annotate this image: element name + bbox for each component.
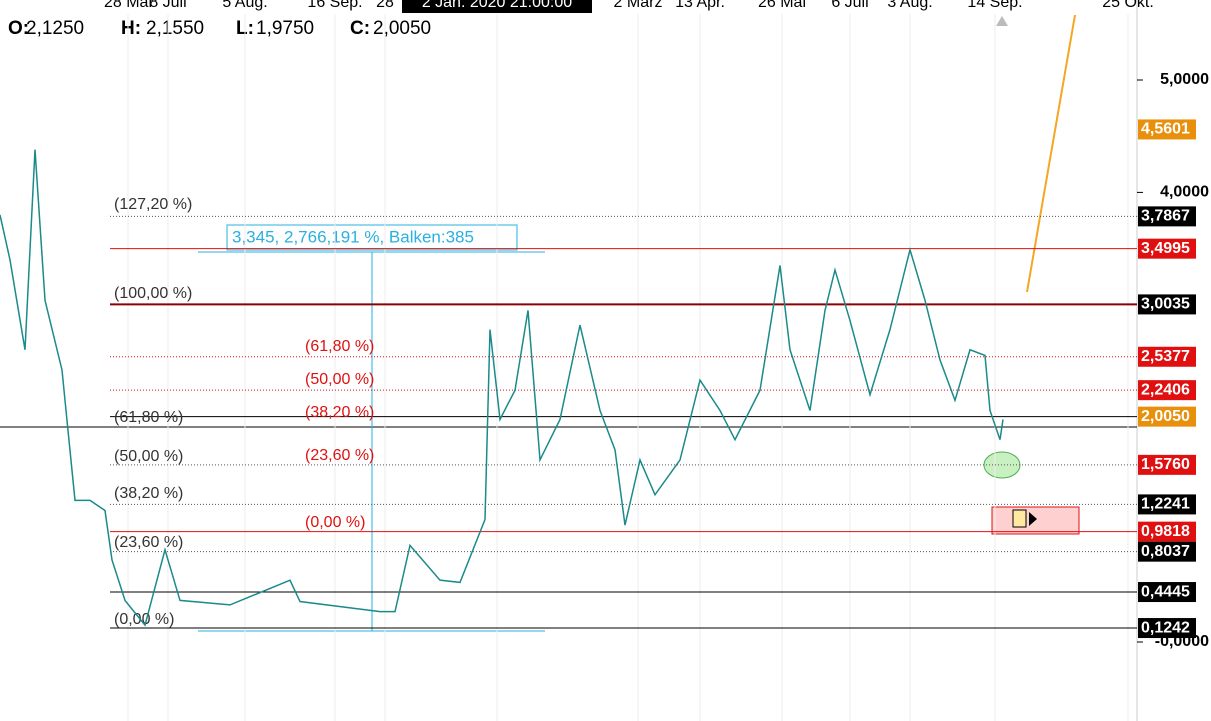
y-tick-label: 5,0000 <box>1160 71 1209 88</box>
fib-label-red: (50,00 %) <box>305 371 374 388</box>
date-label: 2 März <box>614 0 663 11</box>
fib-label: (23,60 %) <box>114 534 183 551</box>
date-label: 2 Jan. 2020 21:00:00 <box>422 0 572 11</box>
trend-line <box>1026 14 1076 293</box>
level-badge <box>1138 294 1196 315</box>
level-badge <box>1138 406 1196 427</box>
level-badge <box>1138 238 1196 259</box>
ohlc-text: C: <box>350 18 370 39</box>
date-label: 28 Mai <box>104 0 152 11</box>
level-badge <box>1138 380 1196 401</box>
ohlc-text: 2,1250 <box>26 18 84 39</box>
level-label: 2,0050 <box>1141 408 1190 425</box>
level-label: 0,9818 <box>1141 523 1190 540</box>
level-label: 1,2241 <box>1141 496 1190 513</box>
level-label: 3,4995 <box>1141 240 1190 257</box>
level-label: 2,5377 <box>1141 348 1190 365</box>
date-label: 26 Mai <box>758 0 806 11</box>
date-label: 25 Okt. <box>1102 0 1154 11</box>
fib-label-red: (38,20 %) <box>305 404 374 421</box>
fib-label-red: (23,60 %) <box>305 447 374 464</box>
fib-label: (38,20 %) <box>114 485 183 502</box>
level-badge <box>1138 541 1196 562</box>
fib-label: (50,00 %) <box>114 448 183 465</box>
level-badge <box>1138 582 1196 603</box>
alert-box[interactable] <box>991 506 1080 535</box>
level-badge <box>1138 346 1196 367</box>
date-label: 28 <box>376 0 394 11</box>
level-label: 3,7867 <box>1141 208 1190 225</box>
fib-label-red: (0,00 %) <box>305 514 365 531</box>
ohlc-text: 2,1550 <box>146 18 204 39</box>
level-label: 2,2406 <box>1141 381 1190 398</box>
ohlc-text: 2,0050 <box>373 18 431 39</box>
level-badge <box>1138 119 1196 140</box>
date-label: 14 Sep. <box>967 0 1022 11</box>
fib-label: (127,20 %) <box>114 196 192 213</box>
time-marker <box>996 16 1008 26</box>
ohlc-header: O:2,1250 H: 2,1550 L: 1,9750 C: 2,0050 <box>8 18 431 39</box>
level-badge <box>1138 454 1196 475</box>
level-badge <box>1138 618 1196 639</box>
price-line <box>0 149 1004 627</box>
date-label: 5 Aug. <box>222 0 267 11</box>
level-badge <box>1138 494 1196 515</box>
level-label: 0,1242 <box>1141 619 1190 636</box>
ohlc-text: O: <box>8 18 29 39</box>
level-badge <box>1138 521 1196 542</box>
measure-box <box>226 224 518 251</box>
date-label: 8 Juli <box>149 0 186 11</box>
level-label: 3,0035 <box>1141 296 1190 313</box>
date-highlight <box>402 0 592 13</box>
date-label: 6 Juli <box>831 0 868 11</box>
fib-label: (0,00 %) <box>114 611 174 628</box>
level-label: 4,5601 <box>1141 121 1190 138</box>
level-badge <box>1138 206 1196 227</box>
alert-arrow <box>1029 512 1037 526</box>
y-tick-label: 4,0000 <box>1160 184 1209 201</box>
fib-label: (100,00 %) <box>114 285 192 302</box>
level-label: 0,8037 <box>1141 543 1190 560</box>
ohlc-text: H: <box>121 18 141 39</box>
date-label: 3 Aug. <box>887 0 932 11</box>
ohlc-text: 1,9750 <box>256 18 314 39</box>
date-label: 16 Sep. <box>307 0 362 11</box>
alert-icon <box>1012 509 1027 528</box>
level-label: 0,4445 <box>1141 583 1190 600</box>
fib-label: (61,80 %) <box>114 409 183 426</box>
measure-label: 3,345, 2,766,191 %, Balken:385 <box>232 227 474 246</box>
level-label: 1,5760 <box>1141 456 1190 473</box>
date-label: 13 Apr. <box>675 0 725 11</box>
fib-label-red: (61,80 %) <box>305 338 374 355</box>
